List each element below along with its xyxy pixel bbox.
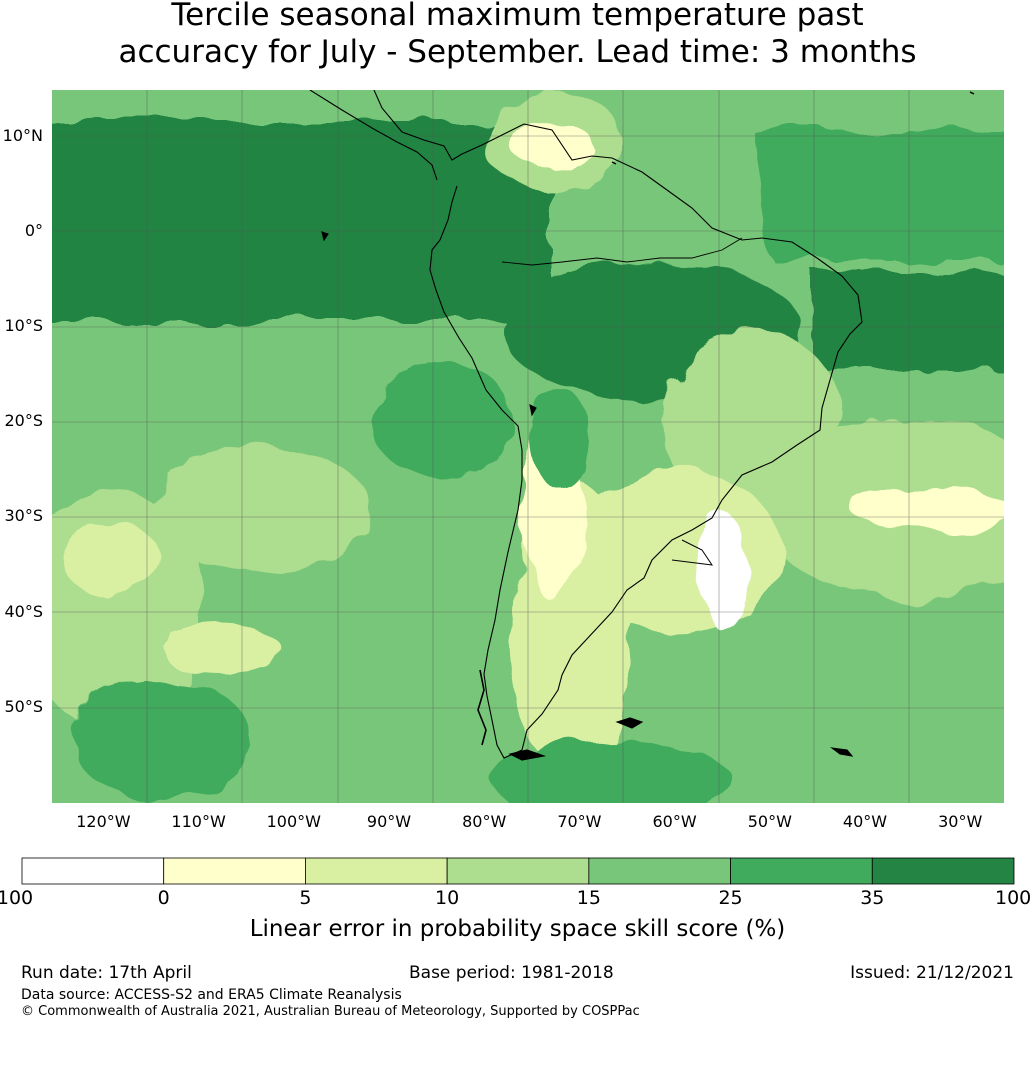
caribbean-yellow <box>512 120 592 170</box>
se-pacific-green <box>372 360 512 480</box>
lat-tick-label: 0° <box>24 220 43 240</box>
la-plata-pale <box>562 470 782 630</box>
trinidad-islands <box>611 91 975 165</box>
pacific-green-patch <box>72 680 252 800</box>
tierra-del-fuego <box>508 749 547 761</box>
colorbar-segment <box>21 857 165 885</box>
south-atlantic-dark <box>812 270 1004 370</box>
lat-tick-label: 40°S <box>4 601 43 621</box>
colorbar-tick-label: 35 <box>860 887 885 909</box>
colorbar-title: Linear error in probability space skill … <box>249 916 786 942</box>
falkland-islands <box>615 717 644 729</box>
lon-tick-label: 120°W <box>76 812 131 831</box>
lat-tick-label: 10°S <box>4 316 43 336</box>
colorbar-tick-label: 5 <box>299 887 312 909</box>
pacific-yellow-patch <box>62 525 162 595</box>
colorbar-segment <box>446 857 590 885</box>
run-date: Run date: 17th April <box>21 963 192 983</box>
copyright: © Commonwealth of Australia 2021, Austra… <box>21 1004 640 1019</box>
patagonia-green <box>492 740 732 803</box>
central-america-coast <box>309 90 438 181</box>
lat-tick-label: 30°S <box>4 506 43 526</box>
pacific-pale-patch-mid <box>152 450 372 570</box>
colorbar-segment <box>730 857 873 885</box>
lon-tick-label: 50°W <box>747 812 792 831</box>
lon-tick-label: 60°W <box>652 812 697 831</box>
south-georgia <box>829 747 854 757</box>
lon-tick-label: 100°W <box>266 812 321 831</box>
lon-tick-label: 30°W <box>938 812 983 831</box>
skill-score-map <box>52 90 1004 803</box>
central-america-caribbean-coast <box>373 90 525 161</box>
south-america-coast <box>429 123 863 759</box>
lon-tick-label: 70°W <box>557 812 602 831</box>
lon-tick-label: 40°W <box>842 812 888 831</box>
galapagos <box>321 231 329 242</box>
lat-tick-label: 20°S <box>4 411 43 431</box>
lon-tick-label: 80°W <box>462 812 507 831</box>
atlantic-green-patch <box>712 590 952 710</box>
colorbar-tick-label: 15 <box>576 887 601 909</box>
coastlines <box>309 90 975 761</box>
andes-green <box>532 390 592 490</box>
chart-title-line-2: accuracy for July - September. Lead time… <box>118 34 917 70</box>
lon-tick-label: 90°W <box>366 812 412 831</box>
colorbar-segment <box>588 857 731 885</box>
amazon-river <box>501 237 743 266</box>
pacific-yellow-patch-2 <box>162 625 282 675</box>
colorbar-tick-label: -100 <box>0 887 34 909</box>
lake-titicaca <box>529 404 537 417</box>
lat-tick-label: 10°N <box>2 125 43 145</box>
colorbar <box>21 857 1015 885</box>
colorbar-segment <box>305 857 448 885</box>
lon-tick-label: 110°W <box>171 812 226 831</box>
brazil-pale <box>662 330 842 510</box>
data-source: Data source: ACCESS-S2 and ERA5 Climate … <box>21 987 402 1003</box>
base-period: Base period: 1981-2018 <box>409 963 614 983</box>
issued-date: Issued: 21/12/2021 <box>850 963 1014 983</box>
colorbar-segment <box>163 857 306 885</box>
gridlines <box>52 90 1004 803</box>
rio-de-la-plata <box>671 539 714 566</box>
equatorial-atlantic-band <box>752 130 1004 260</box>
colorbar-tick-label: 10 <box>435 887 460 909</box>
north-dark-band <box>52 120 552 320</box>
lat-tick-label: 50°S <box>4 696 43 716</box>
chart-title-line-1: Tercile seasonal maximum temperature pas… <box>171 0 864 33</box>
colorbar-tick-label: 100 <box>995 887 1032 909</box>
atlantic-white-strip <box>702 510 742 630</box>
colorbar-tick-label: 0 <box>157 887 170 909</box>
patagonia-fjords <box>477 669 487 746</box>
colorbar-tick-label: 25 <box>718 887 743 909</box>
atlantic-white-patch <box>852 488 1004 532</box>
colorbar-segment <box>871 857 1015 885</box>
